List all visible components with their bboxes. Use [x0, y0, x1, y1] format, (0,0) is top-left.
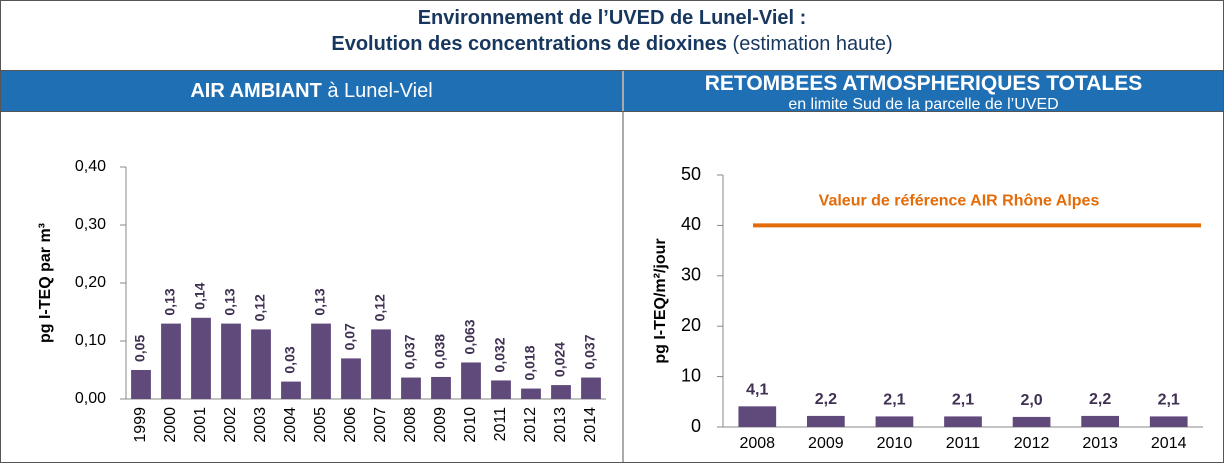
value-label: 0,063 [462, 319, 478, 354]
x-tick-label: 2004 [282, 407, 299, 443]
value-label: 0,07 [342, 323, 358, 350]
y-tick-label: 40 [681, 214, 701, 234]
bar [875, 416, 914, 427]
bar [581, 377, 601, 399]
value-label: 2,2 [1089, 391, 1111, 408]
bar [807, 415, 845, 427]
x-tick-label: 2003 [252, 407, 269, 443]
value-label: 0,037 [402, 334, 418, 369]
bar [738, 406, 777, 427]
x-tick-label: 1999 [132, 407, 149, 443]
value-label: 0,14 [192, 282, 208, 309]
value-label: 2,2 [815, 391, 837, 408]
value-label: 0,12 [372, 294, 388, 321]
bar [551, 385, 571, 399]
bar [161, 323, 181, 399]
bar [311, 323, 331, 399]
y-tick-label: 0,10 [75, 332, 106, 349]
x-tick-label: 2008 [402, 407, 419, 443]
x-tick-label: 2009 [808, 435, 844, 452]
bar [251, 329, 271, 399]
value-label: 0,03 [282, 346, 298, 373]
x-tick-label: 2010 [462, 407, 479, 443]
y-tick-label: 10 [681, 365, 701, 385]
bar [221, 323, 241, 399]
value-label: 0,032 [492, 337, 508, 372]
title-bold: Evolution des concentrations de dioxines [331, 33, 727, 55]
bar [944, 416, 982, 427]
value-label: 0,13 [312, 288, 328, 315]
y-axis-label: pg I-TEQ par m³ [37, 223, 54, 343]
reference-label: Valeur de référence AIR Rhône Alpes [819, 193, 1100, 210]
panel-title: RETOMBEES ATMOSPHERIQUES TOTALES [704, 72, 1143, 95]
value-label: 2,1 [883, 392, 905, 409]
bar [521, 388, 541, 399]
title-line-2: Evolution des concentrations de dioxines… [1, 33, 1223, 56]
bar [461, 362, 481, 399]
bar [1081, 415, 1119, 427]
panel-subtitle: en limite Sud de la parcelle de l’UVED [788, 96, 1059, 113]
y-tick-label: 20 [681, 315, 701, 335]
x-tick-label: 2005 [312, 407, 329, 443]
title-rest: (estimation haute) [732, 33, 893, 55]
value-label: 0,05 [132, 335, 148, 362]
x-tick-label: 2006 [342, 407, 359, 443]
x-tick-label: 2012 [522, 407, 539, 443]
x-tick-label: 2007 [372, 407, 389, 443]
value-label: 2,1 [1158, 392, 1180, 409]
x-tick-label: 2002 [222, 407, 239, 443]
bar [131, 370, 151, 399]
value-label: 0,13 [162, 288, 178, 315]
x-tick-label: 2014 [582, 407, 599, 443]
y-tick-label: 30 [681, 265, 701, 285]
y-tick-label: 0,40 [75, 158, 106, 175]
bar [371, 329, 391, 399]
x-tick-label: 2014 [1151, 435, 1187, 452]
x-tick-label: 2011 [946, 435, 981, 452]
bar [491, 380, 511, 399]
bar [341, 358, 361, 399]
value-label: 4,1 [746, 382, 768, 399]
bar [191, 317, 211, 399]
right-panel-header: RETOMBEES ATMOSPHERIQUES TOTALES en limi… [624, 71, 1223, 113]
y-axis-label: pg I-TEQ/m²/jour [652, 238, 669, 363]
bar [431, 376, 451, 399]
x-tick-label: 2011 [492, 407, 509, 442]
value-label: 0,13 [222, 288, 238, 315]
x-tick-label: 2000 [162, 407, 179, 443]
x-tick-label: 2009 [432, 407, 449, 443]
value-label: 0,12 [252, 294, 268, 321]
x-tick-label: 2013 [552, 407, 569, 443]
y-tick-label: 0,30 [75, 216, 106, 233]
value-label: 0,018 [522, 345, 538, 380]
bar [281, 381, 301, 399]
value-label: 0,037 [582, 334, 598, 369]
value-label: 0,038 [432, 334, 448, 369]
y-tick-label: 0,20 [75, 274, 106, 291]
value-label: 0,024 [552, 342, 568, 377]
value-label: 2,1 [952, 392, 974, 409]
bar [401, 377, 421, 399]
title-line-1: Environnement de l’UVED de Lunel-Viel : [417, 7, 807, 29]
bar [1149, 416, 1188, 427]
panel-title-rest: à Lunel-Viel [327, 80, 433, 102]
x-tick-label: 2010 [877, 435, 913, 452]
bar [1012, 416, 1051, 427]
value-label: 2,0 [1020, 392, 1042, 409]
panel-title: AIR AMBIANT [190, 80, 322, 102]
x-tick-label: 2008 [739, 435, 775, 452]
y-tick-label: 0 [691, 416, 701, 436]
x-tick-label: 2001 [192, 407, 209, 443]
x-tick-label: 2012 [1014, 435, 1050, 452]
y-tick-label: 50 [681, 164, 701, 184]
x-tick-label: 2013 [1082, 435, 1118, 452]
left-panel-header: AIR AMBIANT à Lunel-Viel [1, 71, 622, 111]
y-tick-label: 0,00 [75, 390, 106, 407]
